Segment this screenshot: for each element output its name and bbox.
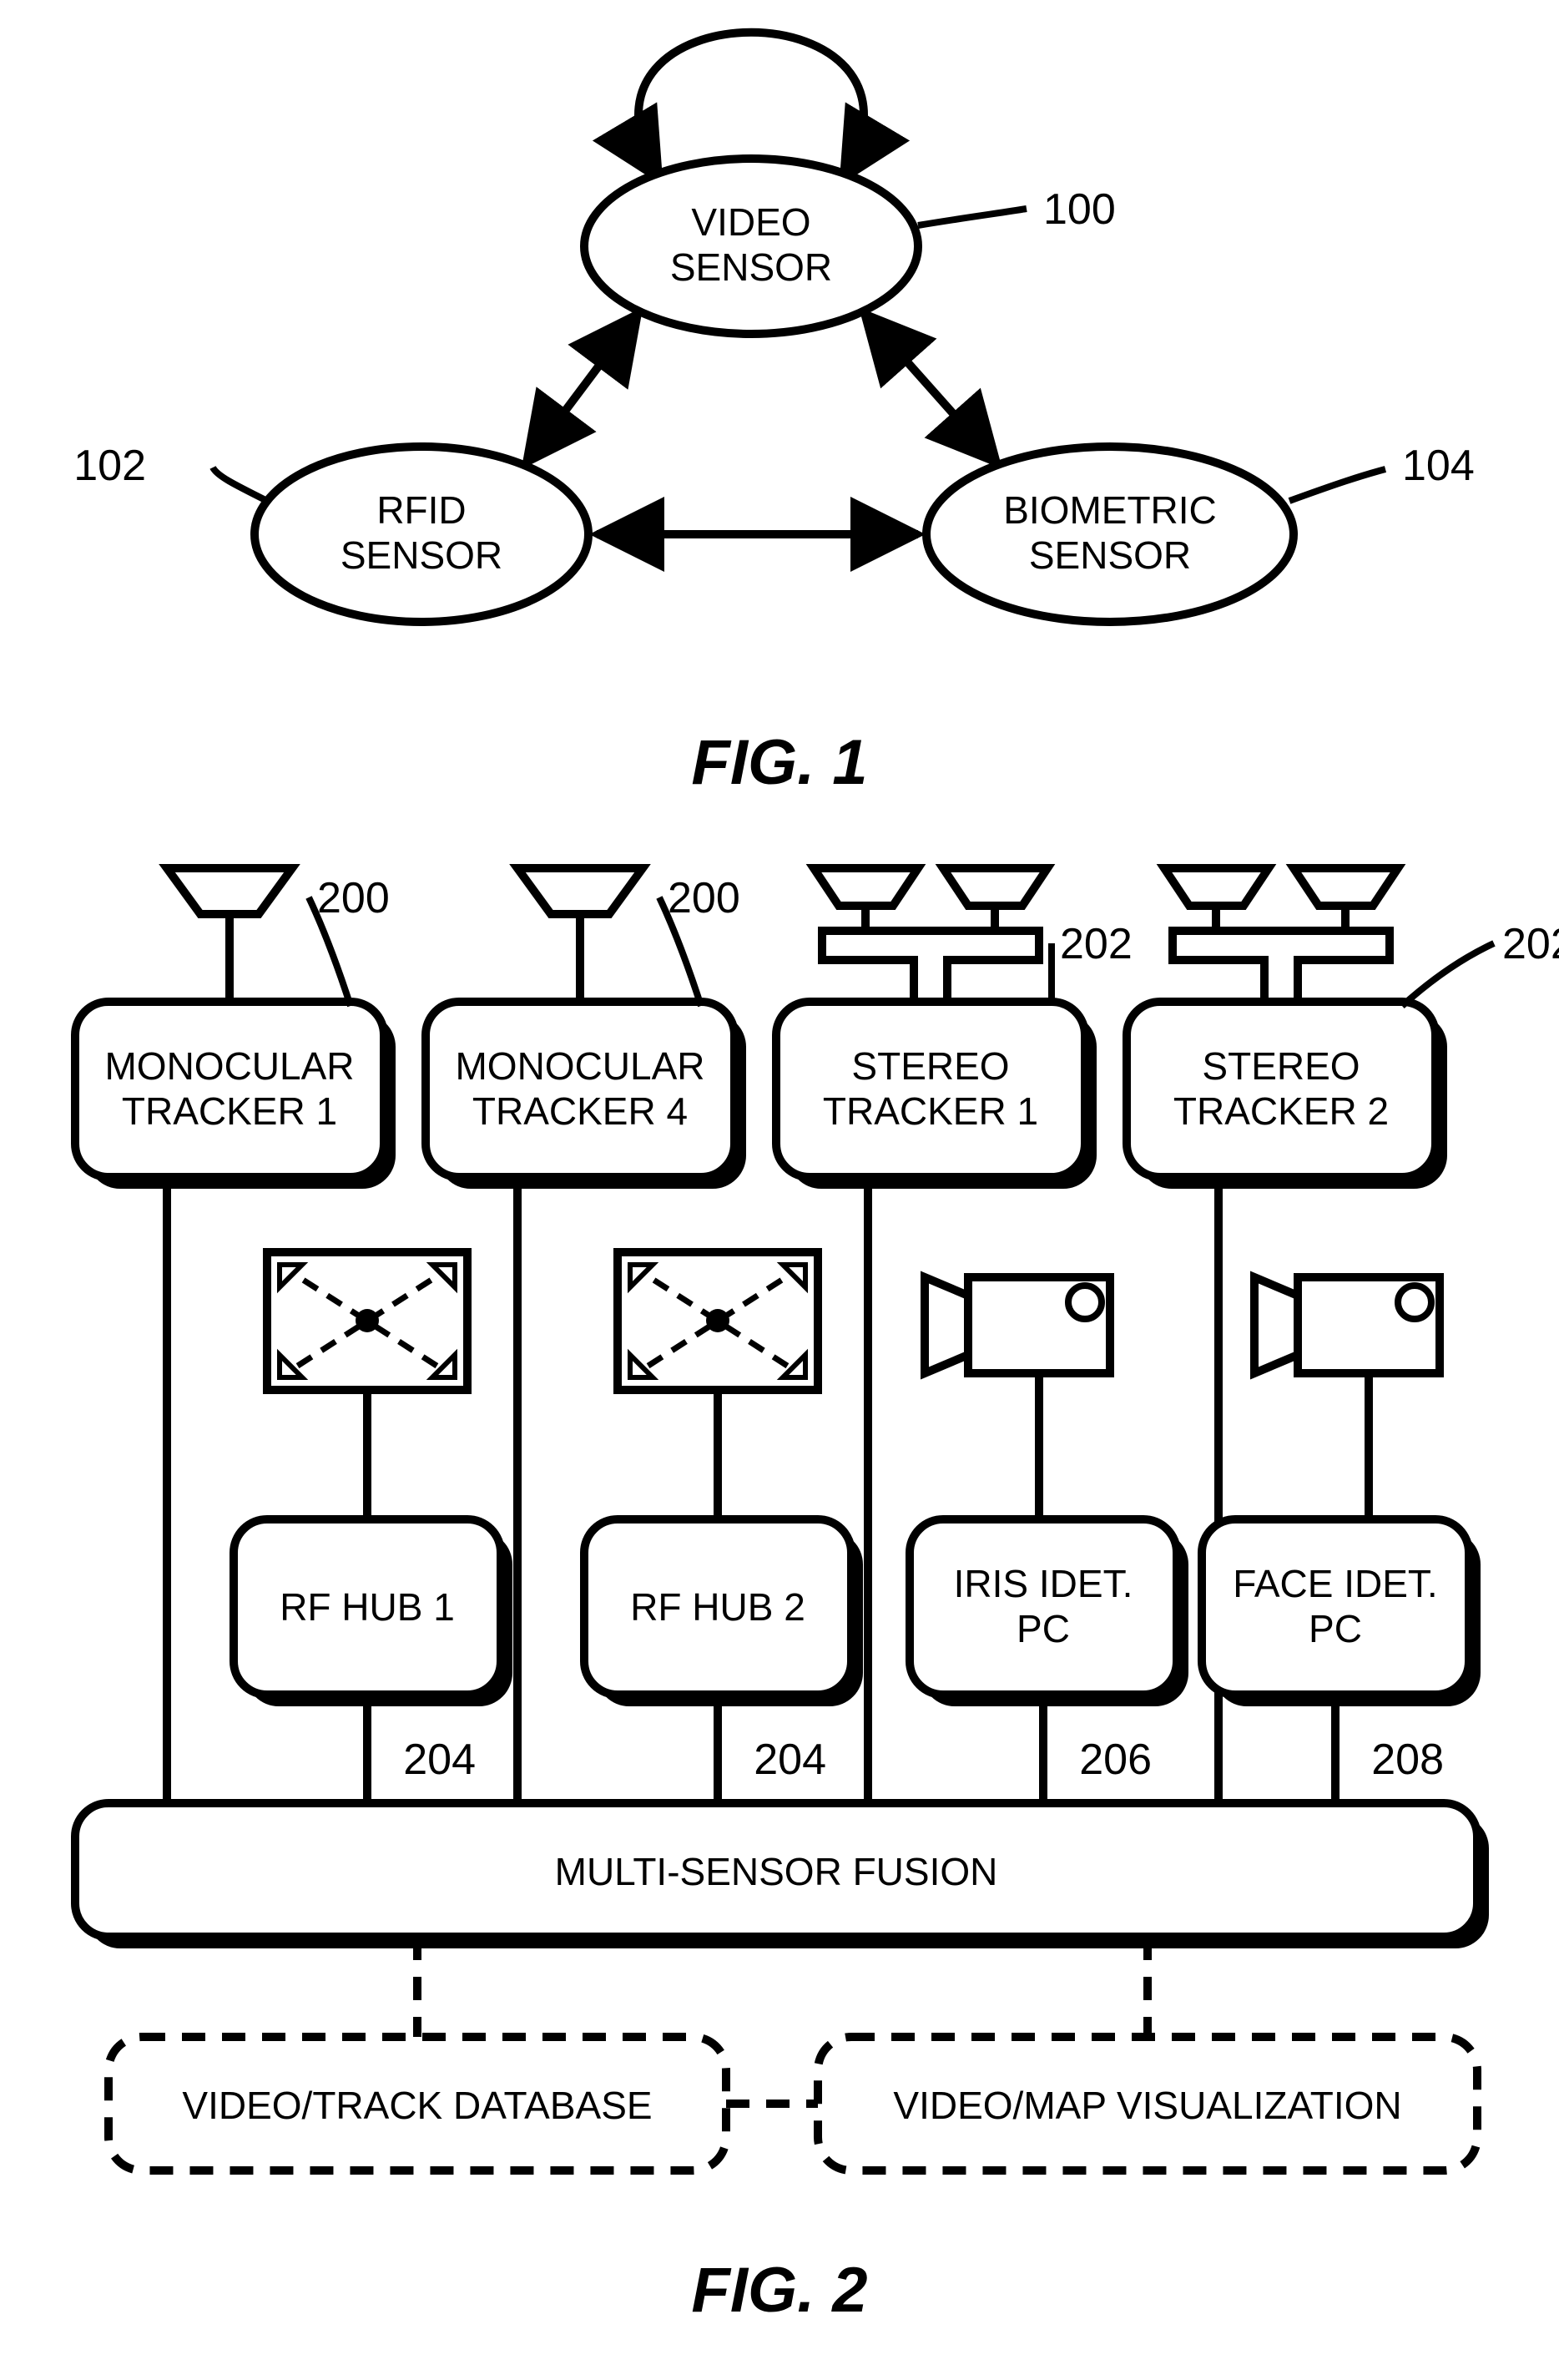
- fig1-rfid-ref: 102: [73, 442, 146, 490]
- fig1-edge-video-rfid: [526, 313, 638, 463]
- camera-stereo-2: [1164, 868, 1398, 1002]
- svg-text:STEREO: STEREO: [1202, 1044, 1360, 1088]
- svg-text:204: 204: [754, 1736, 826, 1784]
- tracker-box-2: STEREOTRACKER 1: [776, 1002, 1097, 1189]
- fig2-svg: MONOCULARTRACKER 1MONOCULARTRACKER 4STER…: [0, 835, 1559, 2212]
- fig1-video-l2: SENSOR: [670, 245, 832, 289]
- fig1-node-video: VIDEO SENSOR 100: [584, 159, 1116, 334]
- fusion-label: MULTI-SENSOR FUSION: [555, 1850, 998, 1893]
- camera-stereo-1: [814, 868, 1047, 1002]
- fig1-video-l1: VIDEO: [691, 200, 810, 244]
- fig1-svg: VIDEO SENSOR 100 RFID SENSOR 102 BIOMETR…: [0, 0, 1559, 751]
- svg-text:200: 200: [668, 874, 740, 922]
- fig1-label: FIG. 1: [0, 726, 1559, 799]
- svg-text:TRACKER 1: TRACKER 1: [122, 1089, 337, 1133]
- mid-box-2: IRIS IDET.PC: [910, 1519, 1188, 1706]
- svg-text:RF HUB 1: RF HUB 1: [280, 1585, 455, 1629]
- svg-text:PC: PC: [1017, 1607, 1070, 1650]
- rf-icon-2: [618, 1252, 818, 1519]
- tracker-box-3: STEREOTRACKER 2: [1127, 1002, 1447, 1189]
- biocam-icon-2: [1254, 1277, 1440, 1519]
- svg-text:206: 206: [1079, 1736, 1152, 1784]
- svg-text:MONOCULAR: MONOCULAR: [455, 1044, 704, 1088]
- svg-text:RF HUB 2: RF HUB 2: [630, 1585, 805, 1629]
- fig1-rfid-l2: SENSOR: [341, 533, 502, 577]
- rf-icon-1: [267, 1252, 467, 1519]
- bottom-db-label: VIDEO/TRACK DATABASE: [182, 2084, 652, 2127]
- bottom-box-db: VIDEO/TRACK DATABASE: [108, 2037, 726, 2170]
- fig1-node-bio: BIOMETRIC SENSOR 104: [926, 442, 1475, 622]
- svg-text:STEREO: STEREO: [851, 1044, 1009, 1088]
- svg-text:PC: PC: [1309, 1607, 1362, 1650]
- fig1-edge-video-bio: [864, 313, 997, 463]
- fig1-bio-l1: BIOMETRIC: [1003, 488, 1217, 532]
- tracker-box-1: MONOCULARTRACKER 4: [426, 1002, 746, 1189]
- mid-box-1: RF HUB 2: [584, 1519, 863, 1706]
- mid-box-0: RF HUB 1: [234, 1519, 512, 1706]
- camera-mono-2: [517, 868, 643, 1002]
- camera-mono-1: [167, 868, 292, 1002]
- svg-text:202: 202: [1060, 920, 1133, 968]
- biocam-icon-1: [925, 1277, 1110, 1519]
- svg-text:TRACKER 4: TRACKER 4: [472, 1089, 688, 1133]
- bottom-box-viz: VIDEO/MAP VISUALIZATION: [818, 2037, 1477, 2170]
- svg-text:TRACKER 2: TRACKER 2: [1173, 1089, 1389, 1133]
- page-root: VIDEO SENSOR 100 RFID SENSOR 102 BIOMETR…: [0, 0, 1559, 2380]
- fig1-bio-ref: 104: [1402, 442, 1475, 490]
- fig1-bio-l2: SENSOR: [1029, 533, 1191, 577]
- svg-text:202: 202: [1502, 920, 1559, 968]
- svg-text:208: 208: [1371, 1736, 1444, 1784]
- fig2-label: FIG. 2: [0, 2254, 1559, 2327]
- mid-box-3: FACE IDET.PC: [1202, 1519, 1481, 1706]
- svg-text:204: 204: [403, 1736, 476, 1784]
- fig1-video-ref: 100: [1043, 185, 1116, 234]
- svg-text:MONOCULAR: MONOCULAR: [104, 1044, 354, 1088]
- tracker-box-0: MONOCULARTRACKER 1: [75, 1002, 396, 1189]
- fusion-box: MULTI-SENSOR FUSION: [75, 1803, 1489, 1948]
- svg-text:200: 200: [317, 874, 390, 922]
- fig1-rfid-l1: RFID: [376, 488, 466, 532]
- svg-text:TRACKER 1: TRACKER 1: [823, 1089, 1038, 1133]
- svg-text:FACE IDET.: FACE IDET.: [1233, 1562, 1437, 1605]
- bottom-viz-label: VIDEO/MAP VISUALIZATION: [893, 2084, 1401, 2127]
- svg-text:IRIS IDET.: IRIS IDET.: [954, 1562, 1133, 1605]
- fig1-node-rfid: RFID SENSOR 102: [73, 442, 588, 622]
